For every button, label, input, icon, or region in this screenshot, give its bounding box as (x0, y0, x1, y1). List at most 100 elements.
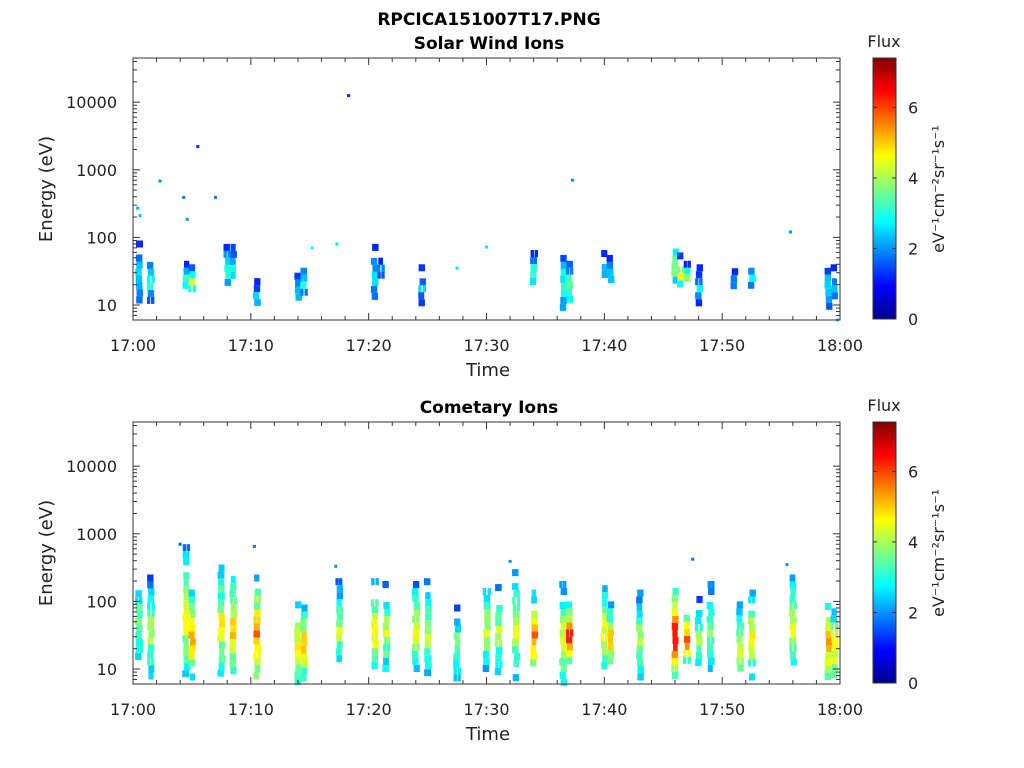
heatmap-cell (711, 581, 715, 588)
heatmap-cell (191, 596, 196, 604)
heatmap-cell (513, 590, 517, 598)
heatmap-cell (374, 613, 378, 621)
heatmap-cell (562, 630, 566, 637)
heatmap-cell (375, 243, 379, 251)
heatmap-cell (789, 574, 793, 582)
heatmap-cell (531, 610, 538, 618)
heatmap-cell (217, 634, 221, 642)
heatmap-cell (512, 597, 516, 605)
heatmap-cell (147, 275, 151, 283)
heatmap-cell (191, 673, 196, 681)
heatmap-cell (188, 624, 196, 632)
heatmap-cell (139, 646, 143, 654)
heatmap-cell (686, 621, 691, 629)
heatmap-cell (707, 630, 711, 637)
heatmap-cell (147, 289, 152, 297)
heatmap-cell (683, 614, 690, 622)
x-tick-label: 17:00 (110, 700, 156, 719)
heatmap-cell (223, 243, 230, 251)
heatmap-cell (709, 630, 713, 637)
heatmap-cell (225, 257, 229, 265)
heatmap-cell (427, 592, 431, 600)
heatmap-cell (560, 637, 564, 644)
heatmap-cell (227, 257, 231, 265)
heatmap-cell (138, 254, 143, 262)
heatmap-cell (425, 662, 429, 670)
heatmap-cell (371, 620, 375, 628)
heatmap-cell (565, 629, 570, 637)
heatmap-cell (600, 634, 604, 642)
heatmap-cell (831, 285, 838, 293)
heatmap-cell (336, 592, 344, 600)
heatmap-cell (637, 666, 644, 674)
heatmap-cell (455, 266, 459, 270)
heatmap-cell (563, 581, 567, 588)
heatmap-cell (671, 262, 678, 270)
heatmap-cell (148, 588, 155, 596)
heatmap-cell (336, 641, 341, 649)
heatmap-cells (135, 94, 840, 322)
heatmap-cell (601, 627, 605, 635)
heatmap-cell (687, 649, 692, 657)
heatmap-cell (370, 599, 375, 607)
heatmap-cell (151, 658, 155, 666)
heatmap-cell (453, 632, 457, 640)
heatmap-cell (825, 624, 829, 631)
heatmap-cell (385, 658, 390, 665)
heatmap-cell (835, 636, 839, 644)
heatmap-cell (412, 637, 417, 644)
heatmap-cell (486, 637, 491, 644)
heatmap-cell (138, 618, 142, 626)
heatmap-cell (218, 564, 222, 572)
heatmap-cell (383, 602, 390, 609)
heatmap-cell (482, 588, 487, 595)
heatmap-cell (560, 651, 565, 658)
heatmap-cell (253, 672, 257, 680)
heatmap-cell (221, 662, 225, 670)
heatmap-cell (148, 630, 155, 638)
heatmap-cell (636, 652, 643, 660)
heatmap-cell (146, 296, 151, 304)
heatmap-cell (512, 583, 516, 591)
heatmap-cell (785, 563, 789, 567)
heatmap-cell (139, 240, 143, 248)
heatmap-cell (683, 260, 688, 268)
heatmap-cell (139, 604, 143, 612)
heatmap-cell (675, 658, 679, 665)
heatmap-cell (420, 292, 425, 300)
heatmap-cell (185, 281, 189, 289)
heatmap-cell (183, 586, 190, 594)
heatmap-cell (375, 271, 379, 279)
heatmap-cell (419, 278, 426, 286)
heatmap-cell (453, 667, 457, 675)
heatmap-cell (336, 606, 340, 614)
heatmap-cell (191, 659, 196, 667)
heatmap-cell (749, 631, 756, 639)
heatmap-cell (412, 616, 416, 623)
heatmap-cell (185, 642, 189, 650)
heatmap-cell (221, 571, 225, 579)
heatmap-cell (335, 242, 339, 246)
heatmap-cell (425, 599, 432, 607)
heatmap-cell (560, 268, 567, 276)
heatmap-cell (736, 601, 744, 609)
heatmap-cell (253, 651, 257, 659)
heatmap-cell (151, 296, 155, 304)
heatmap-cell (300, 267, 304, 275)
heatmap-cell (681, 266, 686, 274)
heatmap-cell (674, 644, 678, 651)
heatmap-cell (531, 624, 538, 632)
heatmap-cell (229, 653, 236, 661)
x-tick-label: 17:00 (110, 336, 156, 355)
heatmap-cell (304, 274, 308, 282)
heatmap-cell (671, 623, 679, 630)
heatmap-cell (736, 629, 740, 637)
heatmap-cell (498, 640, 503, 648)
heatmap-cell (257, 644, 262, 652)
heatmap-cell (147, 574, 154, 582)
heatmap-cell (824, 666, 831, 673)
heatmap-cell (512, 611, 517, 619)
heatmap-cell (565, 601, 573, 609)
heatmap-cell (151, 609, 155, 617)
heatmap-cell (484, 637, 488, 644)
